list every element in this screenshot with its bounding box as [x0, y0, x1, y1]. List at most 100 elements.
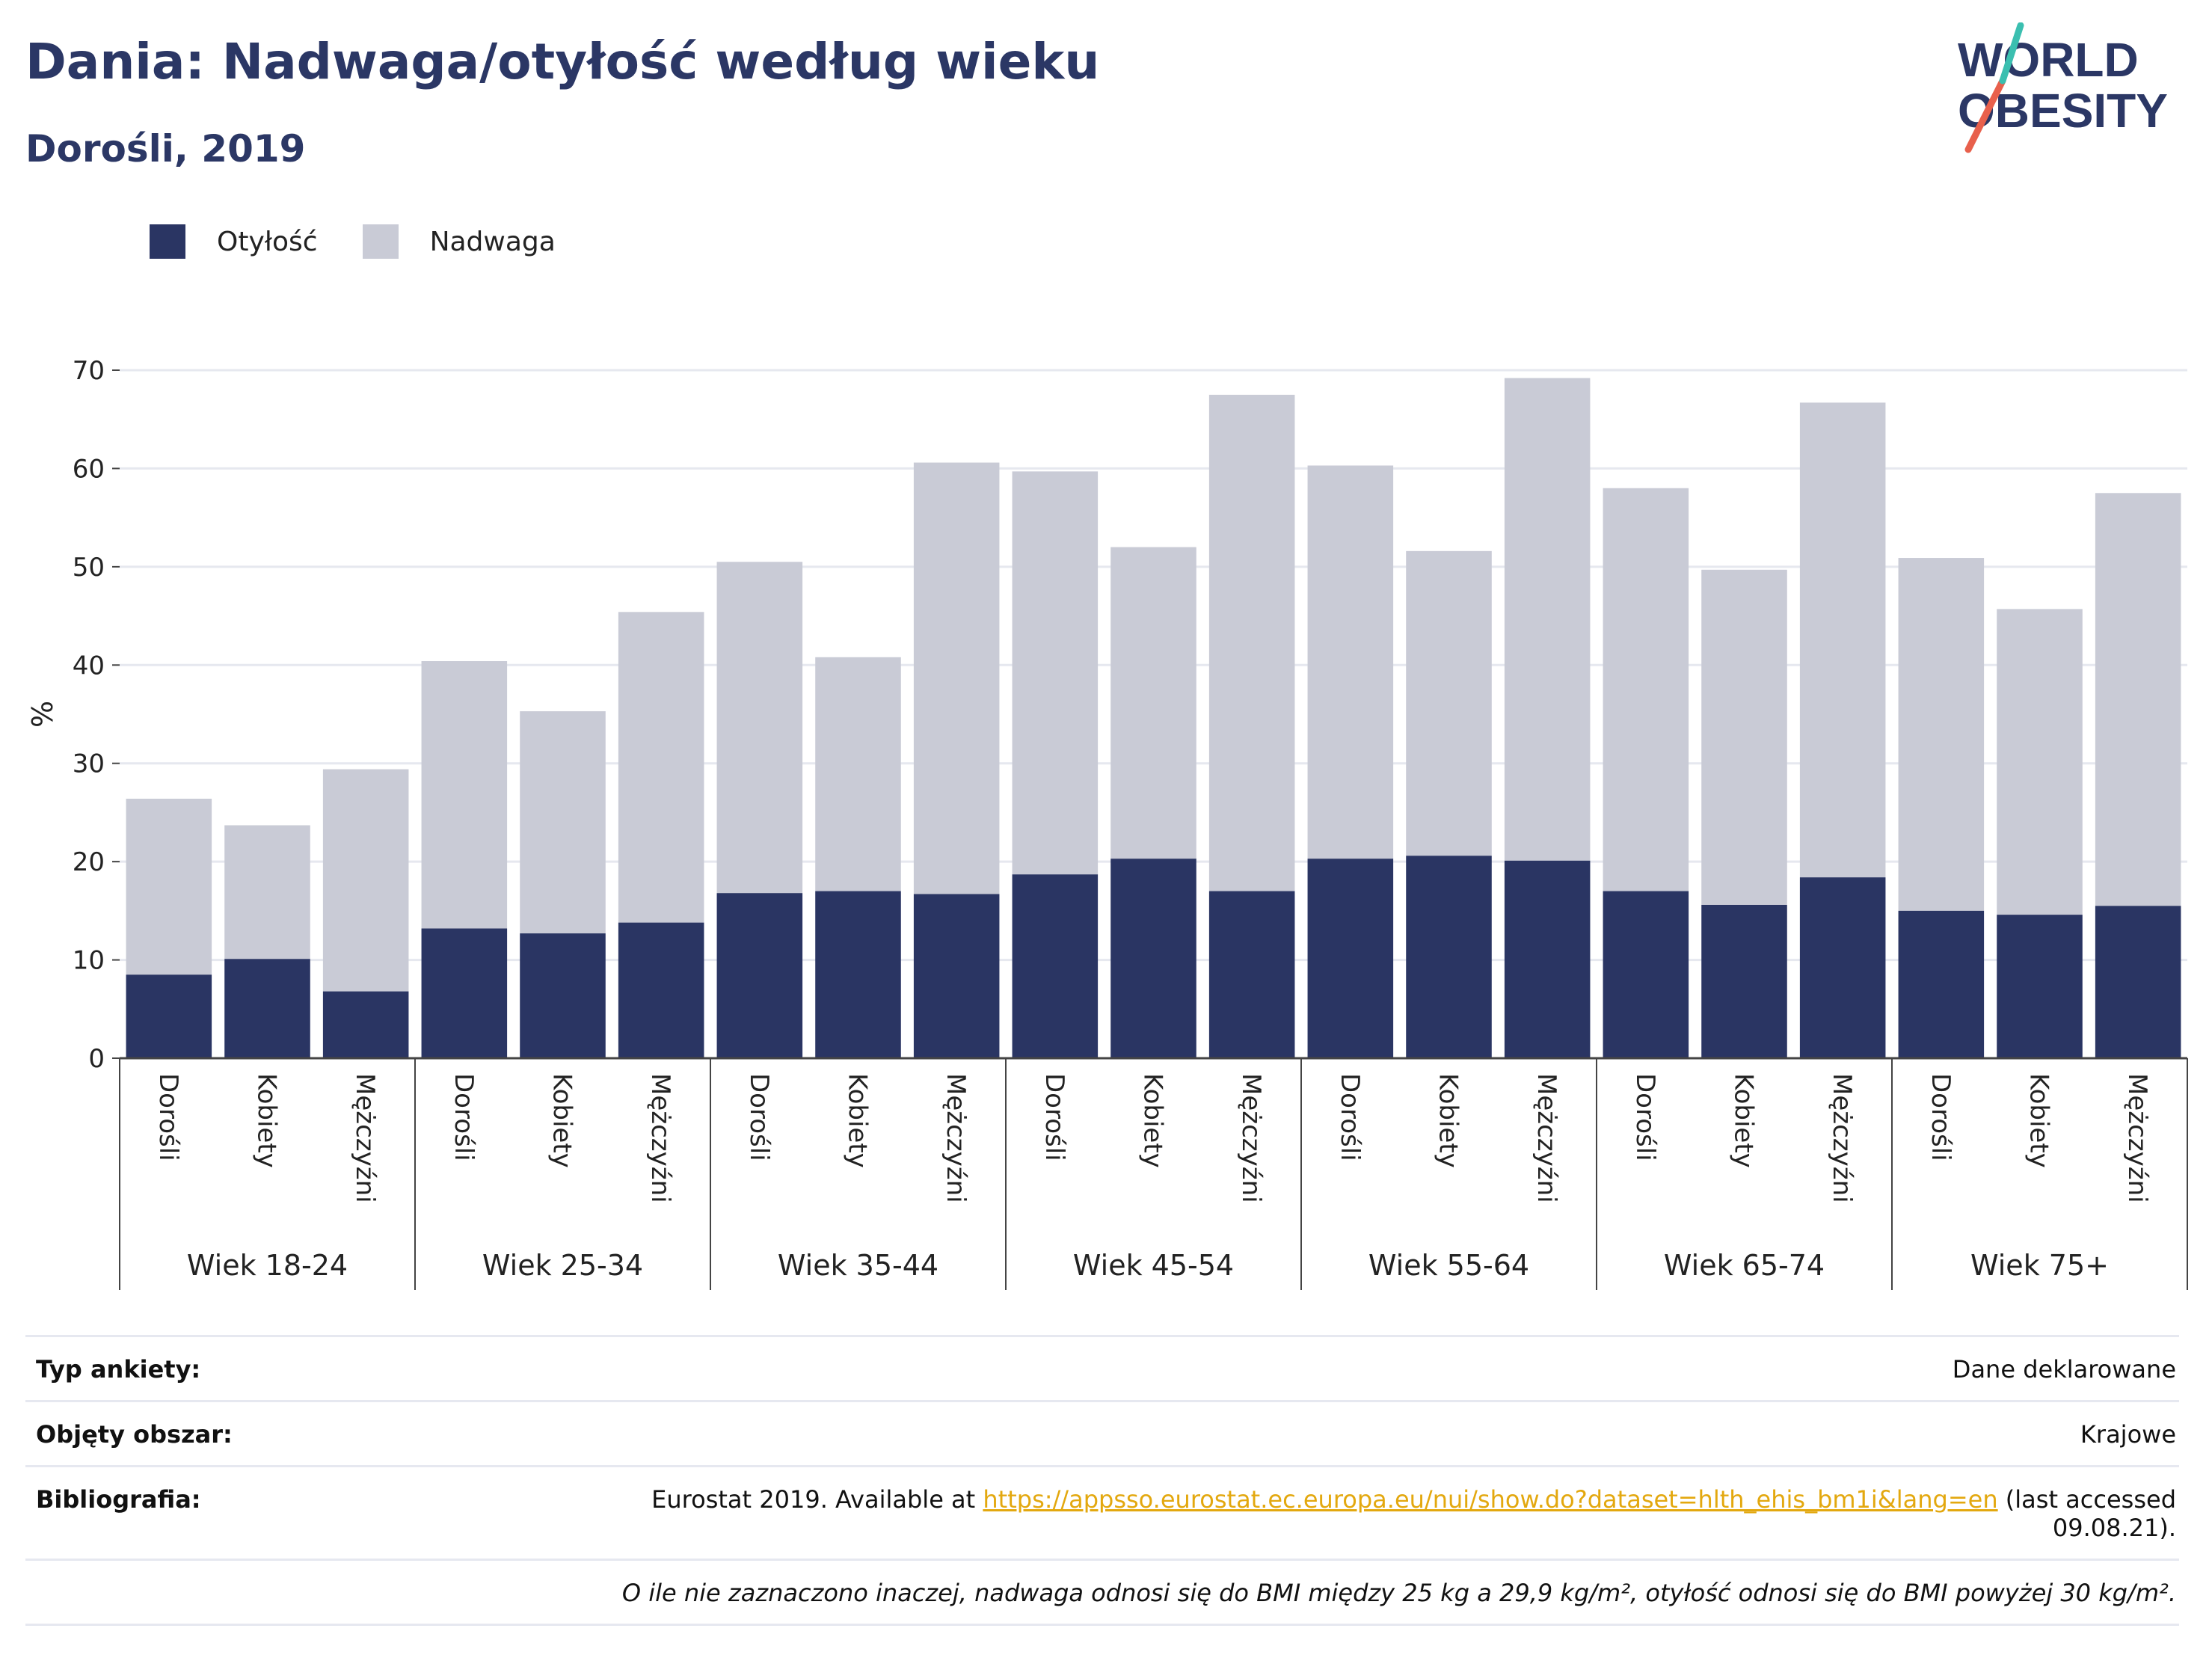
bar-overweight — [2095, 493, 2181, 906]
legend-item-overweight: Nadwaga — [362, 224, 556, 259]
area-label: Objęty obszar: — [36, 1420, 233, 1449]
bar-overweight — [618, 612, 704, 923]
x-subcategory-label: Dorośli — [1630, 1073, 1660, 1161]
x-subcategory-label: Kobiety — [547, 1073, 577, 1168]
x-subcategory-label: Dorośli — [153, 1073, 183, 1161]
legend-swatch-obesity — [150, 224, 185, 259]
y-tick-label: 70 — [73, 356, 105, 386]
bar-obesity — [618, 922, 704, 1058]
bar-obesity — [421, 928, 508, 1058]
legend-item-obesity: Otyłość — [150, 224, 318, 259]
bar-obesity — [716, 893, 803, 1058]
bar-overweight — [1012, 471, 1099, 875]
page-subtitle: Dorośli, 2019 — [25, 127, 306, 171]
bibliography-prefix: Eurostat 2019. Available at — [651, 1485, 983, 1514]
bar-obesity — [1504, 860, 1591, 1058]
bibliography-link[interactable]: https://appsso.eurostat.ec.europa.eu/nui… — [983, 1485, 1998, 1514]
bar-overweight — [1504, 378, 1591, 861]
bar-obesity — [322, 991, 409, 1058]
bar-overweight — [1799, 402, 1886, 878]
info-row-bibliography: Bibliografia: Eurostat 2019. Available a… — [25, 1465, 2179, 1559]
x-group-label: Wiek 45-54 — [1073, 1249, 1234, 1282]
survey-type-label: Typ ankiety: — [36, 1355, 201, 1384]
bar-obesity — [224, 959, 310, 1058]
x-group-label: Wiek 25-34 — [482, 1249, 643, 1282]
bar-obesity — [1110, 859, 1196, 1058]
x-subcategory-label: Dorośli — [1039, 1073, 1069, 1161]
info-table: Typ ankiety: Dane deklarowane Objęty obs… — [25, 1335, 2179, 1626]
world-obesity-logo: WORLD OBESITY — [1958, 22, 2168, 153]
bar-obesity — [1208, 891, 1295, 1058]
legend-label-overweight: Nadwaga — [429, 226, 556, 257]
bar-overweight — [716, 562, 803, 894]
bar-overweight — [520, 711, 606, 934]
y-tick-label: 60 — [73, 454, 105, 484]
x-subcategory-label: Dorośli — [1335, 1073, 1365, 1161]
definition-note: O ile nie zaznaczono inaczej, nadwaga od… — [621, 1579, 2176, 1607]
x-subcategory-label: Kobiety — [1729, 1073, 1759, 1168]
x-group-label: Wiek 55-64 — [1368, 1249, 1529, 1282]
bar-obesity — [2095, 906, 2181, 1058]
x-subcategory-label: Dorośli — [449, 1073, 479, 1161]
y-tick-label: 30 — [73, 749, 105, 779]
x-subcategory-label: Mężczyźni — [941, 1073, 971, 1203]
x-subcategory-label: Kobiety — [1138, 1073, 1168, 1168]
x-group-label: Wiek 35-44 — [778, 1249, 938, 1282]
bar-overweight — [224, 825, 310, 959]
bar-overweight — [1110, 547, 1196, 859]
legend-label-obesity: Otyłość — [217, 226, 318, 257]
x-subcategory-label: Mężczyźni — [2122, 1073, 2152, 1203]
bar-overweight — [1307, 465, 1394, 859]
chart-legend: Otyłość Nadwaga — [150, 223, 600, 260]
x-group-label: Wiek 75+ — [1970, 1249, 2109, 1282]
bar-overweight — [815, 657, 901, 891]
x-subcategory-label: Mężczyźni — [645, 1073, 675, 1203]
y-tick-label: 40 — [73, 651, 105, 681]
bar-obesity — [1701, 904, 1787, 1058]
legend-swatch-overweight — [362, 224, 399, 259]
bar-overweight — [1898, 558, 1985, 911]
page-title: Dania: Nadwaga/otyłość według wieku — [25, 33, 1100, 90]
x-subcategory-label: Dorośli — [1926, 1073, 1956, 1161]
bibliography-date: 09.08.21). — [2052, 1514, 2176, 1542]
bar-overweight — [1208, 394, 1295, 891]
bar-obesity — [1799, 877, 1886, 1058]
bar-chart: 0 10 20 30 40 50 60 70% Dorośli Kobiety Mężczyźni W… — [26, 356, 2188, 1290]
logo-teal-stroke — [1999, 22, 2024, 85]
bar-obesity — [520, 933, 606, 1058]
bar-overweight — [1997, 609, 2083, 915]
logo-line2: OBESITY — [1958, 84, 2168, 138]
x-group-label: Wiek 65-74 — [1664, 1249, 1825, 1282]
bar-obesity — [1012, 874, 1099, 1058]
bar-obesity — [126, 974, 212, 1058]
bibliography-suffix: (last accessed — [1997, 1485, 2176, 1514]
bar-overweight — [322, 769, 409, 992]
info-row-note: O ile nie zaznaczono inaczej, nadwaga od… — [25, 1559, 2179, 1626]
y-axis-label: % — [26, 701, 59, 728]
y-tick-label: 20 — [73, 847, 105, 877]
bar-obesity — [815, 891, 901, 1058]
area-value: Krajowe — [2080, 1420, 2176, 1449]
bar-overweight — [126, 799, 212, 975]
x-subcategory-label: Kobiety — [1434, 1073, 1463, 1168]
bar-obesity — [1406, 856, 1492, 1058]
bar-overweight — [421, 661, 508, 929]
bar-obesity — [1898, 910, 1985, 1058]
x-subcategory-label: Mężczyźni — [1531, 1073, 1561, 1203]
y-tick-label: 0 — [88, 1044, 105, 1074]
logo-red-stroke — [1964, 77, 2006, 153]
logo-line1: WORLD — [1958, 33, 2139, 87]
x-subcategory-label: Mężczyźni — [1236, 1073, 1266, 1203]
x-subcategory-label: Mężczyźni — [1827, 1073, 1857, 1203]
x-group-label: Wiek 18-24 — [187, 1249, 348, 1282]
bibliography-value: Eurostat 2019. Available at https://apps… — [651, 1485, 2179, 1542]
info-row-survey: Typ ankiety: Dane deklarowane — [25, 1335, 2179, 1400]
bar-overweight — [1603, 488, 1689, 891]
x-subcategory-label: Kobiety — [843, 1073, 873, 1168]
y-tick-label: 10 — [73, 946, 105, 976]
x-subcategory-label: Dorośli — [744, 1073, 774, 1161]
x-subcategory-label: Kobiety — [252, 1073, 282, 1168]
bar-obesity — [1307, 859, 1394, 1058]
bar-overweight — [1406, 550, 1492, 856]
bar-obesity — [1997, 915, 2083, 1058]
